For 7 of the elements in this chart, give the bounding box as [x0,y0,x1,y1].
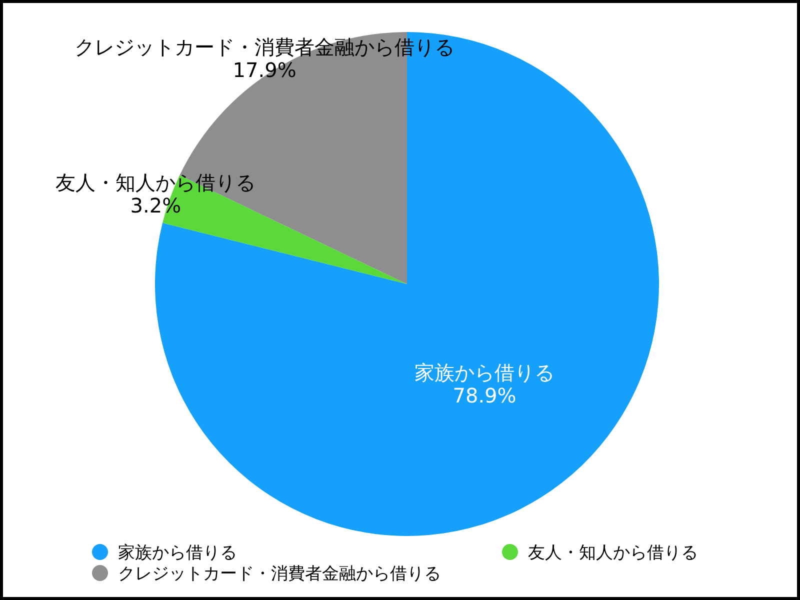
legend-label: 家族から借りる [118,543,237,563]
slice-label: 友人・知人から借りる [56,170,256,195]
data-label: 78.9% [452,383,516,408]
data-label: 17.9% [232,58,296,82]
legend-label: クレジットカード・消費者金融から借りる [118,564,441,584]
slice-label: 家族から借りる [414,360,555,384]
legend-label: 友人・知人から借りる [528,543,698,563]
